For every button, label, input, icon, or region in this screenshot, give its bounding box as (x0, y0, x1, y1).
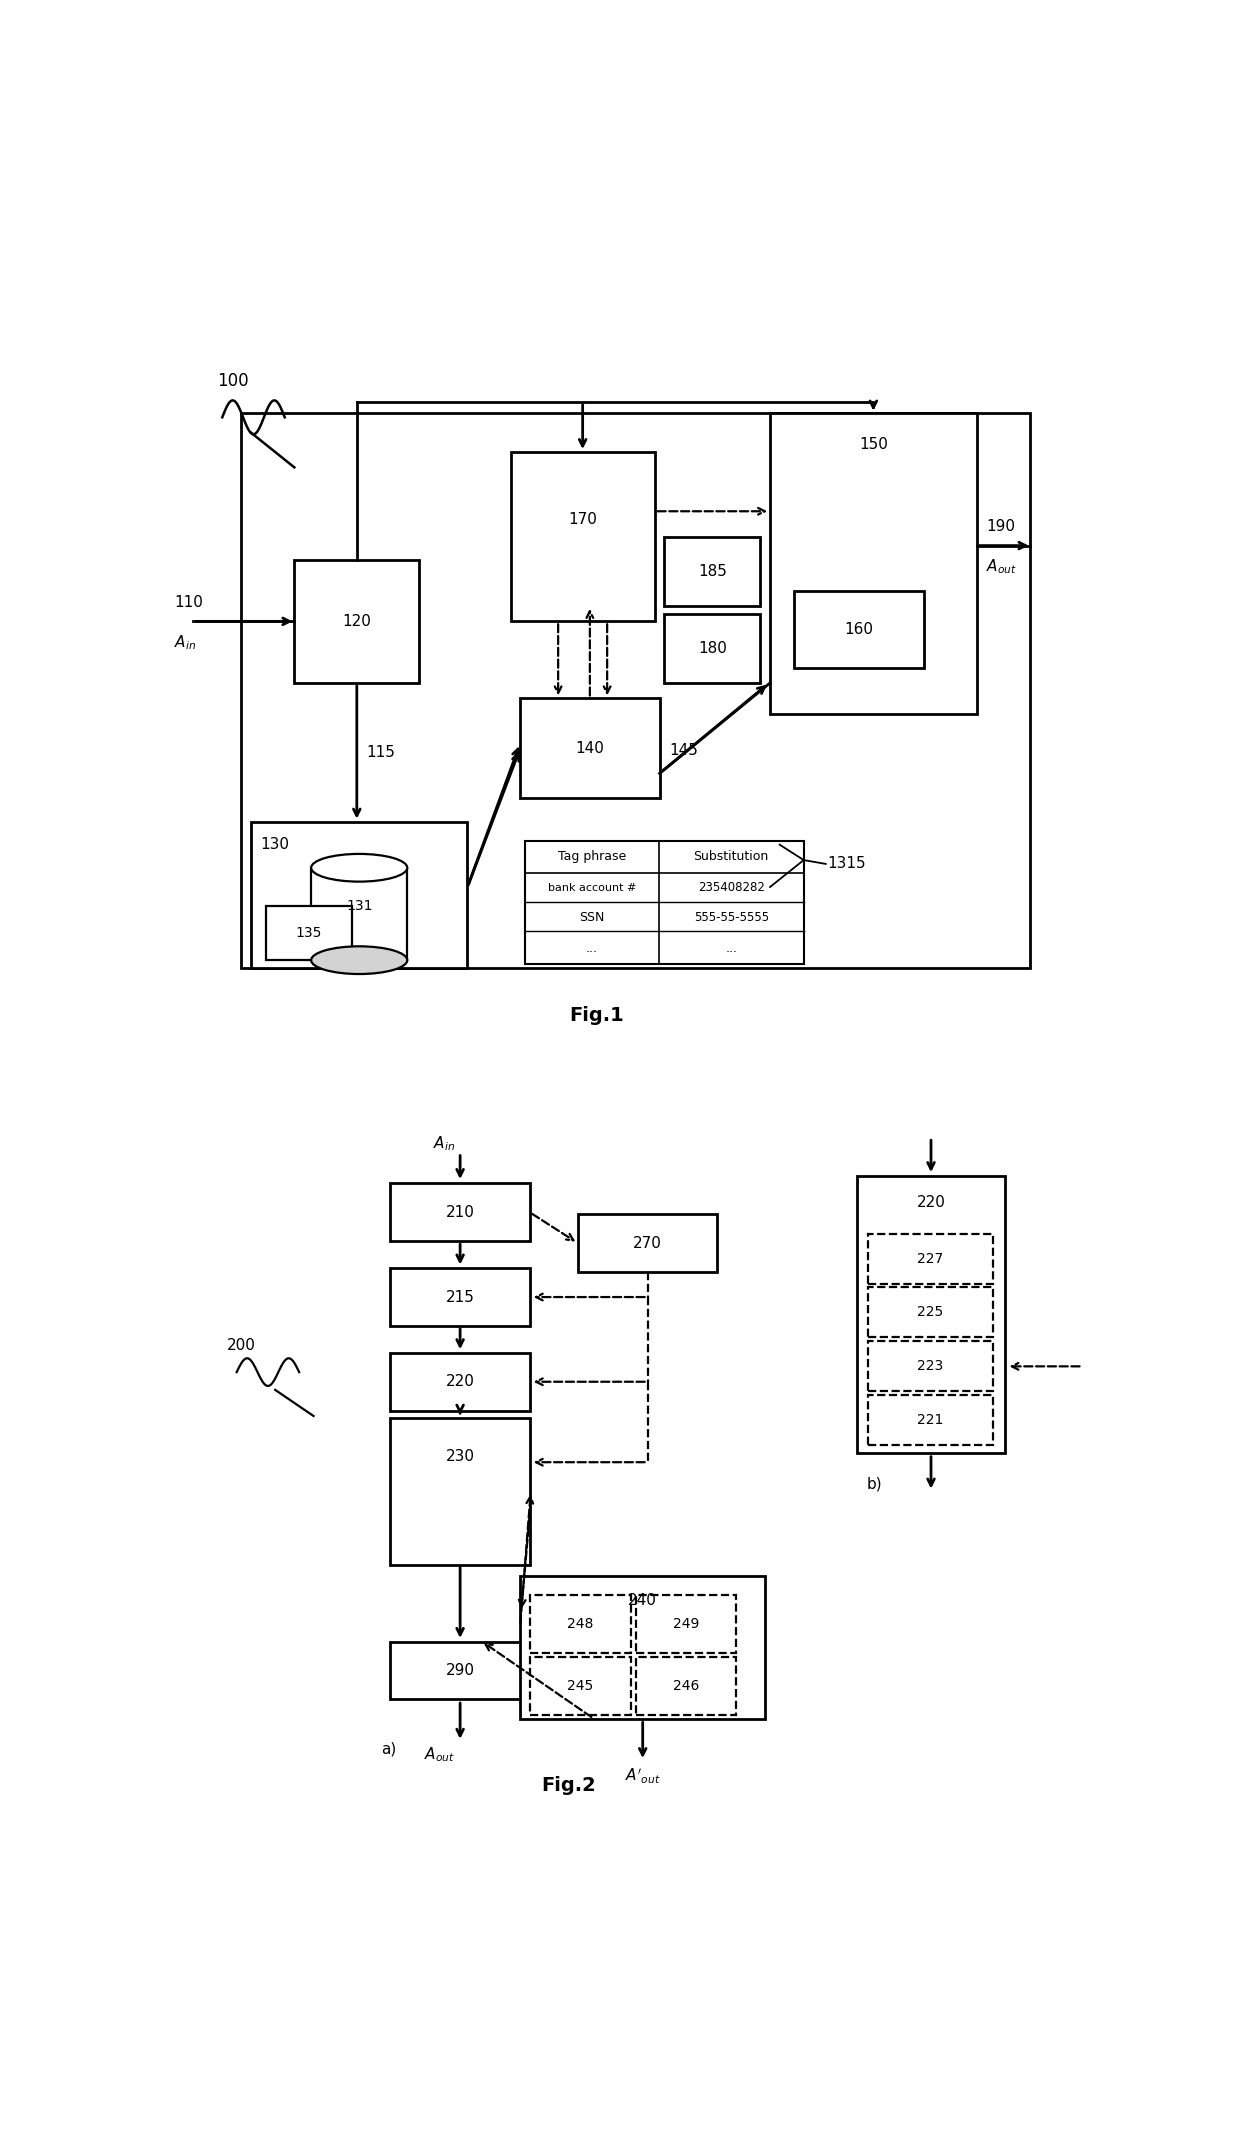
FancyBboxPatch shape (770, 414, 977, 714)
Text: 180: 180 (698, 641, 727, 656)
FancyBboxPatch shape (242, 414, 1029, 969)
FancyBboxPatch shape (511, 452, 655, 621)
Text: $A_{out}$: $A_{out}$ (424, 1747, 455, 1764)
Ellipse shape (311, 853, 407, 881)
Text: 190: 190 (986, 519, 1016, 534)
Text: 131: 131 (346, 900, 372, 913)
Text: 220: 220 (445, 1374, 475, 1389)
Text: 135: 135 (295, 926, 322, 941)
Text: Fig.1: Fig.1 (569, 1007, 625, 1024)
Text: $A_{in}$: $A_{in}$ (174, 632, 196, 651)
Text: Tag phrase: Tag phrase (558, 851, 626, 864)
Text: b): b) (866, 1477, 882, 1492)
Text: 221: 221 (918, 1412, 944, 1427)
Text: a): a) (381, 1742, 396, 1757)
Text: Substitution: Substitution (693, 851, 769, 864)
Text: 210: 210 (445, 1204, 475, 1219)
FancyBboxPatch shape (521, 699, 660, 799)
Text: Fig.2: Fig.2 (541, 1777, 595, 1796)
FancyBboxPatch shape (391, 1352, 529, 1410)
FancyBboxPatch shape (794, 591, 924, 669)
FancyBboxPatch shape (521, 1575, 765, 1719)
Text: 555-55-5555: 555-55-5555 (693, 911, 769, 924)
Text: $A_{out}$: $A_{out}$ (986, 557, 1017, 576)
Text: 110: 110 (174, 596, 203, 611)
FancyBboxPatch shape (250, 821, 467, 969)
FancyBboxPatch shape (529, 1594, 631, 1652)
FancyBboxPatch shape (265, 906, 352, 960)
Text: 240: 240 (629, 1592, 657, 1607)
Text: 150: 150 (859, 437, 888, 452)
Text: bank account #: bank account # (548, 883, 636, 894)
FancyBboxPatch shape (635, 1594, 737, 1652)
FancyBboxPatch shape (868, 1288, 993, 1337)
FancyBboxPatch shape (391, 1269, 529, 1327)
FancyBboxPatch shape (868, 1395, 993, 1444)
Text: 270: 270 (634, 1237, 662, 1252)
Text: 185: 185 (698, 564, 727, 579)
Text: 115: 115 (367, 746, 396, 761)
FancyBboxPatch shape (857, 1177, 1006, 1453)
Text: SSN: SSN (579, 911, 605, 924)
Text: 230: 230 (445, 1449, 475, 1464)
Text: 223: 223 (918, 1359, 944, 1374)
Text: $A'_{out}$: $A'_{out}$ (625, 1766, 661, 1785)
FancyBboxPatch shape (635, 1657, 737, 1714)
Text: ...: ... (585, 941, 598, 954)
Text: 170: 170 (568, 512, 598, 527)
Text: $A_{in}$: $A_{in}$ (433, 1134, 455, 1153)
FancyBboxPatch shape (665, 536, 760, 606)
Text: 290: 290 (445, 1663, 475, 1678)
Ellipse shape (311, 947, 407, 975)
Text: 248: 248 (567, 1618, 594, 1631)
FancyBboxPatch shape (391, 1642, 529, 1699)
Text: 227: 227 (918, 1252, 944, 1267)
Text: 249: 249 (673, 1618, 699, 1631)
FancyBboxPatch shape (529, 1657, 631, 1714)
FancyBboxPatch shape (525, 840, 804, 964)
FancyBboxPatch shape (391, 1419, 529, 1564)
Text: 235408282: 235408282 (698, 881, 765, 894)
FancyBboxPatch shape (868, 1234, 993, 1284)
Text: 1315: 1315 (828, 857, 867, 872)
Text: 160: 160 (844, 621, 873, 636)
Text: 220: 220 (916, 1196, 945, 1211)
Text: 145: 145 (670, 744, 698, 759)
Text: 246: 246 (673, 1678, 699, 1693)
Text: 200: 200 (227, 1337, 255, 1352)
FancyBboxPatch shape (868, 1342, 993, 1391)
Text: 245: 245 (567, 1678, 594, 1693)
Text: 215: 215 (445, 1290, 475, 1305)
Text: 130: 130 (260, 838, 290, 853)
FancyBboxPatch shape (391, 1183, 529, 1241)
FancyBboxPatch shape (665, 613, 760, 684)
Text: ...: ... (725, 941, 738, 954)
FancyBboxPatch shape (578, 1215, 717, 1273)
Text: 140: 140 (575, 741, 604, 756)
Text: 225: 225 (918, 1305, 944, 1320)
Text: 120: 120 (342, 613, 371, 628)
Text: 100: 100 (217, 373, 249, 390)
FancyBboxPatch shape (294, 559, 419, 684)
FancyBboxPatch shape (311, 868, 407, 960)
